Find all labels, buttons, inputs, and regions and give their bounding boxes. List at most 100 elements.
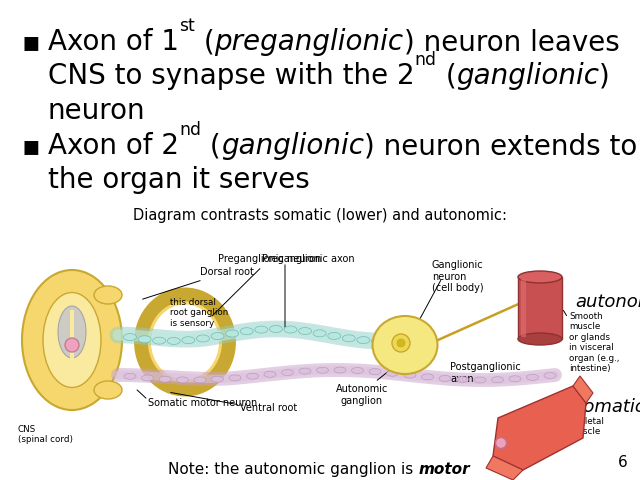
Text: Preganglionic axon: Preganglionic axon: [262, 254, 355, 264]
Circle shape: [397, 339, 405, 347]
Ellipse shape: [182, 336, 195, 344]
Ellipse shape: [313, 330, 326, 337]
Text: ) neuron leaves: ) neuron leaves: [403, 28, 620, 56]
Ellipse shape: [404, 372, 416, 378]
Text: Skeletal
muscle: Skeletal muscle: [569, 417, 604, 436]
Ellipse shape: [141, 375, 154, 381]
Text: Dorsal root: Dorsal root: [143, 267, 254, 299]
Ellipse shape: [124, 373, 136, 379]
Ellipse shape: [439, 375, 451, 382]
Text: nd: nd: [415, 51, 436, 69]
Text: Preganglionic neuron: Preganglionic neuron: [212, 254, 321, 316]
Ellipse shape: [246, 373, 259, 379]
Text: Smooth
muscle
or glands
in visceral
organ (e.g.,
intestine): Smooth muscle or glands in visceral orga…: [569, 312, 620, 373]
Text: CNS
(spinal cord): CNS (spinal cord): [18, 425, 73, 444]
Ellipse shape: [372, 316, 438, 374]
Ellipse shape: [159, 376, 171, 382]
Ellipse shape: [544, 372, 556, 379]
Text: nd: nd: [179, 121, 201, 139]
Text: ): ): [599, 62, 610, 90]
Ellipse shape: [298, 327, 312, 335]
Text: (: (: [436, 62, 456, 90]
Text: neuron: neuron: [48, 97, 146, 125]
Text: ) neuron extends to: ) neuron extends to: [364, 132, 637, 160]
Ellipse shape: [264, 372, 276, 377]
Text: ganglionic: ganglionic: [221, 132, 364, 160]
Ellipse shape: [369, 369, 381, 374]
Ellipse shape: [196, 335, 209, 342]
Text: CNS to synapse with the 2: CNS to synapse with the 2: [48, 62, 415, 90]
Ellipse shape: [138, 336, 151, 343]
Ellipse shape: [240, 328, 253, 335]
Ellipse shape: [269, 325, 282, 333]
Ellipse shape: [371, 337, 385, 345]
Text: ▪: ▪: [22, 132, 41, 160]
Ellipse shape: [282, 370, 294, 375]
Text: preganglionic: preganglionic: [214, 28, 403, 56]
Text: st: st: [179, 17, 195, 35]
Ellipse shape: [518, 333, 562, 345]
Ellipse shape: [284, 326, 297, 333]
Ellipse shape: [151, 304, 219, 380]
Ellipse shape: [518, 271, 562, 283]
Ellipse shape: [357, 336, 370, 344]
Bar: [70, 310, 74, 370]
Ellipse shape: [211, 376, 223, 382]
Ellipse shape: [229, 375, 241, 381]
Text: Note: the autonomic ganglion is: Note: the autonomic ganglion is: [168, 462, 418, 477]
Ellipse shape: [43, 292, 101, 387]
Circle shape: [392, 334, 410, 352]
Ellipse shape: [328, 332, 340, 339]
Ellipse shape: [194, 377, 206, 383]
Ellipse shape: [22, 270, 122, 410]
Text: Autonomic
ganglion: Autonomic ganglion: [336, 384, 388, 406]
Text: Ganglionic
neuron
(cell body): Ganglionic neuron (cell body): [432, 260, 484, 293]
Text: Diagram contrasts somatic (lower) and autonomic:: Diagram contrasts somatic (lower) and au…: [133, 208, 507, 223]
Text: Postganglionic
axon: Postganglionic axon: [450, 362, 521, 384]
Ellipse shape: [153, 337, 166, 344]
Text: (: (: [201, 132, 221, 160]
Ellipse shape: [334, 367, 346, 373]
Ellipse shape: [58, 306, 86, 358]
Bar: [518, 277, 562, 339]
Text: Axon of 1: Axon of 1: [48, 28, 179, 56]
Polygon shape: [573, 376, 593, 403]
Polygon shape: [493, 386, 586, 470]
Ellipse shape: [255, 326, 268, 333]
Ellipse shape: [495, 437, 506, 448]
Ellipse shape: [474, 377, 486, 383]
Ellipse shape: [387, 370, 399, 376]
Text: 6: 6: [618, 455, 628, 470]
Text: this dorsal
root ganglion
is sensory: this dorsal root ganglion is sensory: [170, 298, 228, 328]
Text: the organ it serves: the organ it serves: [48, 166, 310, 194]
Ellipse shape: [351, 368, 364, 373]
Ellipse shape: [317, 367, 328, 373]
Ellipse shape: [299, 368, 311, 374]
Ellipse shape: [94, 286, 122, 304]
Ellipse shape: [94, 381, 122, 399]
Ellipse shape: [527, 374, 538, 380]
Text: motor: motor: [418, 462, 470, 477]
Polygon shape: [486, 456, 523, 480]
Text: Somatic motor neuron: Somatic motor neuron: [148, 398, 257, 408]
Ellipse shape: [422, 374, 433, 380]
Bar: [521, 279, 526, 337]
Text: Axon of 2: Axon of 2: [48, 132, 179, 160]
Ellipse shape: [226, 330, 239, 337]
Ellipse shape: [65, 338, 79, 352]
Ellipse shape: [141, 295, 229, 389]
Ellipse shape: [342, 335, 355, 342]
Text: (: (: [195, 28, 214, 56]
Ellipse shape: [492, 377, 504, 383]
Ellipse shape: [509, 376, 521, 382]
Text: autonomic: autonomic: [575, 293, 640, 311]
Text: ▪: ▪: [22, 28, 41, 56]
Ellipse shape: [456, 376, 468, 383]
Ellipse shape: [124, 334, 136, 341]
Text: somatic: somatic: [575, 398, 640, 416]
Ellipse shape: [177, 377, 189, 383]
Text: Ventral root: Ventral root: [240, 403, 297, 413]
Ellipse shape: [211, 333, 224, 339]
Text: ganglionic: ganglionic: [456, 62, 599, 90]
Ellipse shape: [167, 337, 180, 345]
